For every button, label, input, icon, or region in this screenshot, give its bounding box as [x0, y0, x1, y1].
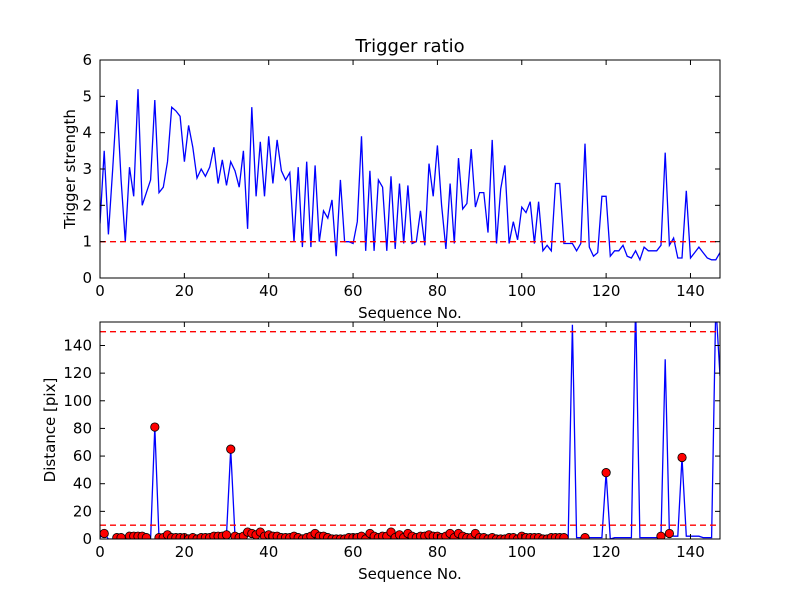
bottom-data-marker	[677, 452, 687, 463]
top-series-layer	[100, 89, 720, 262]
bottom-data-marker	[221, 530, 232, 539]
bottom-data-marker	[100, 528, 109, 539]
top-x-axis-label: Sequence No.	[358, 304, 462, 322]
top-plot-area	[100, 89, 720, 262]
bottom-data-marker	[664, 528, 674, 539]
top-x-tick-label: 140	[676, 282, 705, 300]
bottom-y-tick-label: 0	[82, 530, 92, 548]
top-y-tick-label: 6	[82, 51, 92, 69]
bottom-x-axis: 0 20 40 60 80 100 120 140	[95, 322, 705, 561]
bottom-x-tick-label: 0	[95, 543, 105, 561]
bottom-y-tick-label: 100	[63, 392, 92, 410]
top-y-tick-label: 1	[82, 233, 92, 251]
top-chart-title: Trigger ratio	[354, 36, 464, 57]
top-y-tick-label: 0	[82, 269, 92, 287]
bottom-y-tick-label: 120	[63, 364, 92, 382]
bottom-data-marker	[601, 468, 611, 478]
top-x-tick-label: 100	[507, 282, 536, 300]
bottom-y-axis-label: Distance [pix]	[41, 378, 59, 483]
bottom-data-marker	[559, 533, 569, 539]
top-x-tick-label: 0	[95, 282, 105, 300]
bottom-x-tick-label: 40	[259, 543, 278, 561]
top-x-tick-label: 60	[344, 282, 363, 300]
top-x-tick-label: 40	[259, 282, 278, 300]
top-x-axis: 0 20 40 60 80 100 120 140	[95, 60, 705, 300]
bottom-x-tick-label: 140	[676, 543, 705, 561]
bottom-x-axis-label: Sequence No.	[358, 565, 462, 583]
bottom-data-marker	[141, 533, 151, 539]
bottom-x-tick-label: 100	[507, 543, 536, 561]
top-y-axis: 0 1 2 3 4 5 6	[82, 51, 720, 287]
bottom-y-tick-label: 20	[73, 502, 92, 520]
bottom-data-marker	[150, 422, 160, 432]
bottom-x-tick-label: 80	[428, 543, 447, 561]
bottom-data-marker	[580, 533, 590, 539]
bottom-y-tick-label: 80	[73, 419, 92, 437]
bottom-axes-frame	[99, 321, 721, 540]
bottom-x-tick-label: 60	[344, 543, 363, 561]
top-x-tick-label: 20	[175, 282, 194, 300]
top-y-tick-label: 4	[82, 124, 92, 142]
top-y-tick-label: 2	[82, 196, 92, 214]
top-y-tick-label: 3	[82, 160, 92, 178]
bottom-y-axis: 0 20 40 60 80 100 120 140	[63, 336, 720, 548]
bottom-x-tick-label: 120	[592, 543, 621, 561]
bottom-x-tick-label: 20	[175, 543, 194, 561]
top-y-axis-label: Trigger strength	[61, 109, 79, 230]
top-trigger-strength-line	[100, 89, 720, 262]
top-x-tick-label: 120	[592, 282, 621, 300]
bottom-y-tick-label: 140	[63, 336, 92, 354]
bottom-y-tick-label: 40	[73, 475, 92, 493]
top-x-tick-label: 80	[428, 282, 447, 300]
bottom-y-tick-label: 60	[73, 447, 92, 465]
top-y-tick-label: 5	[82, 87, 92, 105]
bottom-data-marker	[656, 531, 666, 539]
bottom-data-marker	[226, 444, 236, 454]
